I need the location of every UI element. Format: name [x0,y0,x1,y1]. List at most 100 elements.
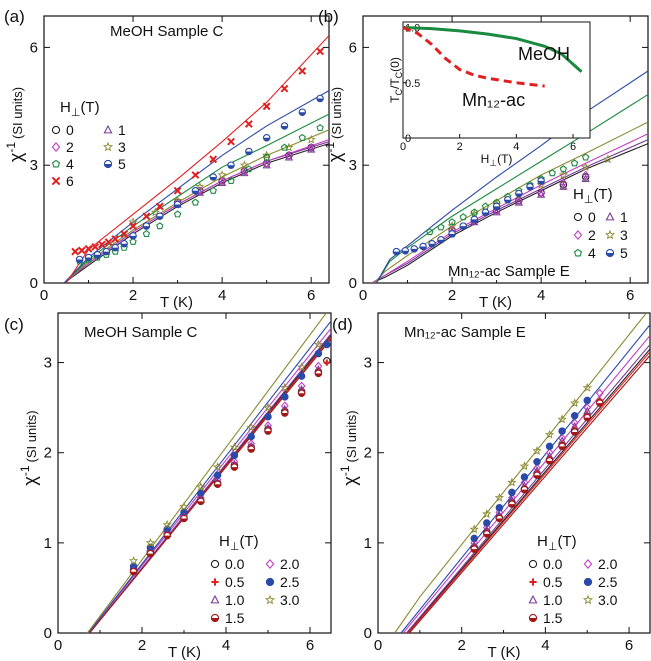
panel-1-series-2-point [581,170,590,180]
panel-3-series-3-point [570,412,579,420]
panel-0-series-4-point [262,153,271,161]
panel-1-series-3-point [447,221,457,231]
panel-3-ylabel: χ-1 (SI units) [338,410,360,485]
panel-1-series-5-point [448,230,456,238]
panel-2-series-3-point [213,471,222,480]
panel-2-legend-marker [210,559,220,569]
panel-0-legend-label: 3 [118,139,126,155]
panel-0-series-2-point [284,150,293,160]
panel-0-series-5-point [227,161,235,169]
panel-2-points [128,339,331,576]
panel-3-legend-label: 2.0 [598,556,618,572]
panel-2-ylabel-symbol: χ [20,476,40,486]
panel-3-xtick-label: 0 [374,637,382,654]
panel-3-series-3-point [533,457,541,466]
panel-3-series-6-point [558,442,566,451]
panel-2-series-6-point [197,497,205,506]
panel-2-ytick-label: 0 [44,625,52,642]
panel-2-series-6-point [264,427,272,435]
panel-2-series-5-point [280,382,290,392]
panel-0-fit-line-0 [63,143,329,283]
panel-2-series-6-point [163,531,171,540]
panel-3-points [469,382,604,553]
panel-0-xtick-label: 0 [40,287,48,304]
panel-2-fit-line-5 [87,320,331,633]
panel-1-legend-marker [604,229,616,240]
panel-0-legend-marker [102,141,114,152]
panel-0-series-6-point [244,120,253,128]
inset-xtick-label: 2 [457,141,463,153]
panel-3-series-3-point [558,427,566,435]
panel-1-series-3-point [603,154,613,164]
panel-3-legend-marker [528,613,538,623]
panel-0-series-6-point [129,222,137,230]
panel-2-series-5-point [263,402,273,412]
inset-line-0 [402,26,583,73]
panel-0-series-5-point [111,243,120,252]
panel-0-series-6-point [316,47,325,56]
panel-0-ytick-label: 0 [30,275,38,292]
panel-2-series-6-point [129,567,138,576]
panel-3-fit-line-3 [408,355,650,633]
panel-3-title: Mn₁₂-ac Sample E [404,324,526,341]
panel-0-series-5-point [209,173,217,181]
panel-0-frame [43,15,330,284]
panel-3-fit-line-1 [407,351,650,633]
panel-0-series-4-point [156,222,164,230]
panel-3-xtick-label: 2 [458,637,466,654]
inset-ylabel: TC/TC(0) [388,57,404,103]
panel-3-series-6-point [483,530,491,538]
panel-0-series-4-point [227,177,235,185]
panel-1-series-5-point [419,242,427,251]
inset-xtick-label: 6 [570,141,576,153]
panel-0-series-6-point [155,202,164,211]
panel-3-legend-label: 0.5 [543,574,563,590]
panel-3-xtick-label: 6 [625,637,633,654]
panel-0-series-3-point [150,207,160,217]
panel-0-ytick-label: 6 [30,39,38,56]
panel-0-fit-line-4 [63,113,329,283]
panel-3-series-6-point [470,545,478,553]
panel-2-series-6-point [314,369,323,378]
panel-1-series-0-point [581,173,590,181]
panel-0-series-2-point [307,143,316,153]
panel-0-series-6-point [97,240,106,249]
panel-1-xtick-label: 0 [359,287,367,304]
panel-0-xlabel: T (K) [160,294,193,311]
panel-3-ylabel-unit: (SI units) [344,410,359,462]
panel-1-legend-label: 3 [620,227,628,243]
panel-0-legend-title: H⊥(T) [60,99,100,119]
panel-2-xtick-label: 2 [138,637,146,654]
panel-1-series-4-point [426,228,434,236]
panel-0-series-3-point [195,181,205,191]
panel-1-series-5-point [537,177,545,185]
panel-0-series-5-point [120,239,128,248]
panel-1-series-2-point [537,188,546,198]
panel-0-series-6-point [298,67,307,75]
panel-0-xtick-label: 2 [129,287,137,304]
panel-2-series-3-point [264,412,272,421]
panel-3-ytick-label: 2 [364,445,372,462]
panel-2-ylabel-sup: -1 [18,465,32,476]
panel-2-legend-title: H⊥(T) [219,533,259,553]
panel-3-legend-label: 2.5 [598,574,618,590]
panel-0-legend-marker [51,159,61,168]
panel-0-series-6-point [77,246,86,255]
panel-2-ylabel-unit: (SI units) [24,410,39,462]
panel-1-legend-marker [573,212,583,222]
panel-c: 0 2 4 6 0 1 2 3 (c) T (K) χ-1 (SI units) MeOH Sample… [4,312,332,661]
panel-2-legend-label: 2.5 [280,574,300,590]
panel-1-legend-marker [605,211,615,221]
panel-0-legend-marker [51,142,61,152]
panel-3-series-6-point [533,471,541,480]
panel-0-series-5-point [316,94,324,103]
panel-1-series-3-point [580,162,591,172]
panel-2-fit-line-2 [89,333,331,633]
panel-3-series-6-point [508,500,516,508]
panel-2-series-3-point [247,432,255,441]
panel-1-frame [362,15,649,284]
panel-2-series-6-point [281,409,289,417]
panel-2-series-2-point [323,359,330,366]
panel-3-xlabel: T (K) [487,644,520,661]
panel-0-legend: H⊥(T) 0 1 2 3 4 5 6 [51,99,126,189]
